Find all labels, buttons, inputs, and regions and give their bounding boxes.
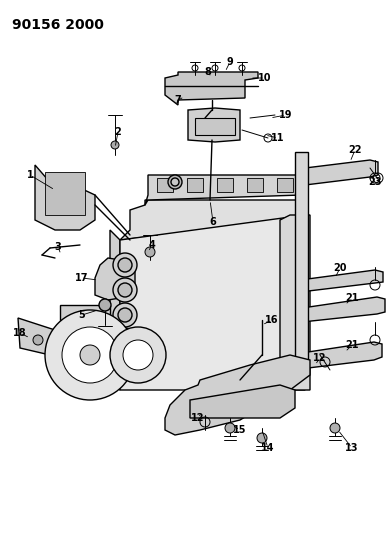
Circle shape <box>171 178 179 186</box>
Text: 20: 20 <box>333 263 347 273</box>
Circle shape <box>123 340 153 370</box>
Polygon shape <box>145 175 302 205</box>
Circle shape <box>118 308 132 322</box>
Text: 12: 12 <box>313 353 327 363</box>
Polygon shape <box>305 152 378 185</box>
Circle shape <box>118 283 132 297</box>
Circle shape <box>257 433 267 443</box>
Text: 22: 22 <box>348 145 362 155</box>
Circle shape <box>225 423 235 433</box>
Polygon shape <box>60 305 110 320</box>
Circle shape <box>80 345 100 365</box>
Polygon shape <box>195 118 235 135</box>
Text: 11: 11 <box>271 133 285 143</box>
Polygon shape <box>120 200 305 240</box>
Polygon shape <box>190 385 295 418</box>
Circle shape <box>113 278 137 302</box>
Circle shape <box>145 247 155 257</box>
Text: 21: 21 <box>345 340 359 350</box>
Polygon shape <box>95 258 135 300</box>
Circle shape <box>118 333 132 347</box>
Text: 23: 23 <box>368 177 382 187</box>
Polygon shape <box>18 318 65 355</box>
Text: 7: 7 <box>175 95 181 105</box>
Text: 17: 17 <box>75 273 89 283</box>
Polygon shape <box>120 215 305 390</box>
Text: 16: 16 <box>265 315 279 325</box>
Text: 18: 18 <box>13 328 27 338</box>
Text: 8: 8 <box>204 67 212 77</box>
Text: 5: 5 <box>79 310 85 320</box>
Polygon shape <box>110 380 120 390</box>
Polygon shape <box>295 152 308 370</box>
Circle shape <box>168 175 182 189</box>
Polygon shape <box>302 295 385 322</box>
Text: 4: 4 <box>149 240 155 250</box>
Text: 15: 15 <box>233 425 247 435</box>
Circle shape <box>110 327 166 383</box>
Circle shape <box>113 328 137 352</box>
Polygon shape <box>247 178 263 192</box>
Circle shape <box>62 327 118 383</box>
Polygon shape <box>157 178 173 192</box>
Circle shape <box>111 141 119 149</box>
Text: 6: 6 <box>210 217 216 227</box>
Polygon shape <box>187 178 203 192</box>
Circle shape <box>99 299 111 311</box>
Polygon shape <box>188 108 240 142</box>
Text: 12: 12 <box>191 413 205 423</box>
Text: 90156 2000: 90156 2000 <box>12 18 104 32</box>
Polygon shape <box>45 172 85 215</box>
Text: 19: 19 <box>279 110 293 120</box>
Text: 3: 3 <box>55 242 61 252</box>
Polygon shape <box>165 355 310 435</box>
Text: 9: 9 <box>227 57 233 67</box>
Circle shape <box>113 253 137 277</box>
Text: 21: 21 <box>345 293 359 303</box>
Polygon shape <box>110 230 120 390</box>
Text: 2: 2 <box>115 127 121 137</box>
Text: 14: 14 <box>261 443 275 453</box>
Circle shape <box>33 335 43 345</box>
Circle shape <box>118 258 132 272</box>
Circle shape <box>45 310 135 400</box>
Text: 1: 1 <box>27 170 33 180</box>
Text: 13: 13 <box>345 443 359 453</box>
Polygon shape <box>300 268 383 292</box>
Polygon shape <box>217 178 233 192</box>
Polygon shape <box>165 72 258 105</box>
Polygon shape <box>308 340 382 368</box>
Polygon shape <box>35 165 95 230</box>
Polygon shape <box>280 215 310 390</box>
Circle shape <box>113 303 137 327</box>
Text: 10: 10 <box>258 73 272 83</box>
Circle shape <box>330 423 340 433</box>
Polygon shape <box>277 178 293 192</box>
